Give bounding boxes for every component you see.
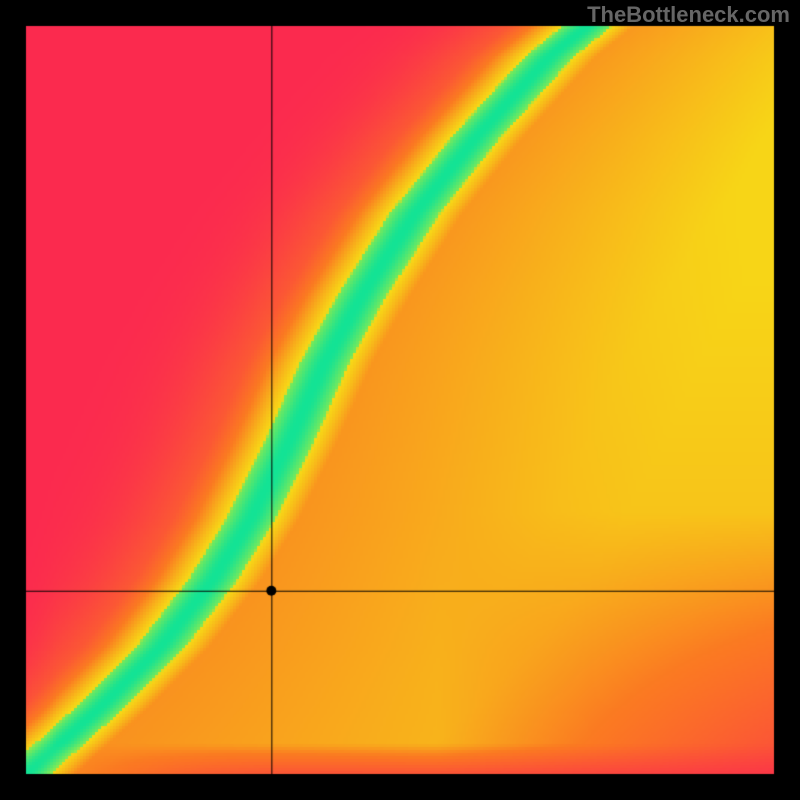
chart-container: TheBottleneck.com bbox=[0, 0, 800, 800]
heatmap-canvas bbox=[0, 0, 800, 800]
watermark-text: TheBottleneck.com bbox=[587, 2, 790, 28]
